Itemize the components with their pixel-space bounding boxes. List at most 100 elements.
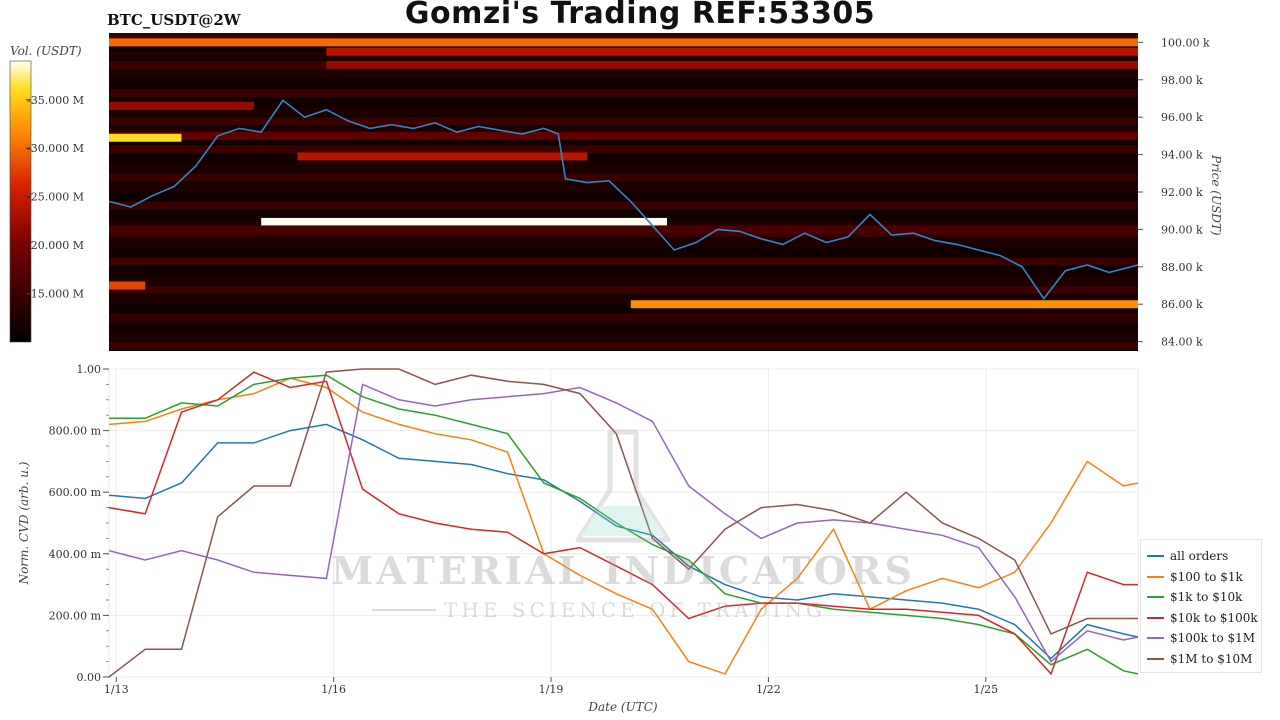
cvd-x-tick-label: 1/25 (973, 683, 998, 696)
heatmap-row (109, 173, 1138, 182)
liquidity-band (109, 133, 182, 142)
cvd-plot-area (108, 368, 1139, 678)
cvd-series-s100_1k (108, 377, 1139, 675)
liquidity-band (261, 217, 667, 226)
legend-item[interactable]: $10k to $100k (1147, 608, 1258, 629)
legend-label: $1k to $10k (1170, 590, 1243, 605)
heatmap-row (109, 238, 1138, 247)
heatmap-row (109, 154, 1138, 163)
watermark-line2: THE SCIENCE OF TRADING (444, 598, 826, 622)
cvd-x-ticks: 1/13 1/16 1/19 1/22 1/25 (104, 677, 998, 696)
heatmap-row (109, 163, 1138, 173)
legend-swatch (1147, 555, 1164, 558)
cvd-y-tick-label: 600.00 m (49, 486, 102, 499)
colorbar-tick-label: -30.000 M (27, 142, 84, 155)
legend-item[interactable]: $1k to $10k (1147, 587, 1257, 608)
heatmap-row (109, 276, 1138, 285)
liquidity-band (297, 152, 588, 161)
heatmap-row (109, 285, 1138, 294)
heatmap-row (109, 51, 1138, 60)
watermark-line1: MATERIAL INDICATORS (331, 548, 915, 593)
colorbar-ticks: -35.000 M -30.000 M -25.000 M -20.000 M -15.… (26, 94, 84, 301)
heatmap-row (109, 322, 1138, 332)
colorbar-gradient (9, 60, 32, 343)
legend-swatch (1147, 616, 1164, 619)
heatmap-row (109, 89, 1138, 98)
legend-item[interactable]: $100 to $1k (1147, 567, 1257, 588)
cvd-x-tick-label: 1/19 (539, 683, 564, 696)
liquidity-band (109, 315, 1138, 324)
cvd-legend: all orders $100 to $1k $1k to $10k $10k to … (1140, 539, 1262, 673)
heatmap-row (109, 42, 1138, 51)
heatmap-row (109, 229, 1138, 238)
cvd-y-tick-label: 800.00 m (49, 425, 102, 438)
heatmap-row (109, 98, 1138, 107)
legend-label: $100k to $1M (1170, 631, 1256, 646)
legend-swatch (1147, 637, 1164, 640)
liquidity-band (109, 38, 1138, 47)
heatmap-row (109, 201, 1138, 210)
cvd-series-s100k_1m (108, 383, 1139, 663)
heatmap-row (109, 33, 1138, 42)
legend-label: $100 to $1k (1170, 569, 1243, 584)
heatmap-row (109, 294, 1138, 304)
legend-label: all orders (1170, 549, 1229, 564)
heatmap-row (109, 341, 1138, 350)
cvd-y-tick-label: 400.00 m (49, 548, 102, 561)
heatmap-row (109, 192, 1138, 201)
cvd-x-tick-label: 1/16 (321, 683, 346, 696)
heatmap-row (109, 70, 1138, 79)
liquidity-band (109, 131, 1138, 140)
colorbar: -35.000 M -30.000 M -25.000 M -20.000 M -15.… (9, 60, 84, 343)
legend-item[interactable]: $1M to $10M (1147, 649, 1257, 670)
heatmap-row (109, 79, 1138, 88)
legend-label: $10k to $100k (1170, 610, 1258, 625)
cvd-x-tick-label: 1/22 (756, 683, 781, 696)
heatmap-row (109, 117, 1138, 126)
legend-item[interactable]: all orders (1147, 546, 1257, 567)
heatmap-y-tick-label: 90.00 k (1161, 223, 1203, 236)
liquidity-band (109, 101, 254, 110)
liquidity-band (326, 47, 1138, 56)
legend-item[interactable]: $100k to $1M (1147, 628, 1257, 649)
cvd-y-axis-label: Norm. CVD (arb. u.) (17, 461, 31, 585)
legend-swatch (1147, 657, 1164, 660)
heatmap-panel: 100.00 k 98.00 k 96.00 k 94.00 k 92.00 k 90.0… (108, 33, 1223, 351)
heatmap-y-tick-label: 96.00 k (1161, 111, 1203, 124)
heatmap-y-tick-label: 84.00 k (1161, 336, 1203, 349)
heatmap-row (109, 126, 1138, 135)
heatmap-y-ticks: 100.00 k 98.00 k 96.00 k 94.00 k 92.00 k 90.0… (1138, 36, 1210, 349)
cvd-series-s1m_10m (108, 368, 1138, 678)
flask-icon (575, 429, 671, 543)
heatmap-y-tick-label: 98.00 k (1161, 74, 1203, 87)
cvd-y-ticks: 1.00 800.00 m 600.00 m 400.00 m 200.00 m 0.00 (49, 363, 109, 684)
heatmap-liquidity-bands (109, 38, 1138, 324)
heatmap-row (109, 257, 1138, 266)
cvd-series-lines (108, 368, 1139, 678)
pair-label: BTC_USDT@2W (107, 11, 241, 29)
legend-label: $1M to $10M (1170, 651, 1253, 666)
heatmap-row (109, 248, 1138, 257)
cvd-y-tick-label: 200.00 m (49, 609, 102, 622)
colorbar-tick-label: -25.000 M (27, 191, 84, 204)
liquidity-band (630, 300, 1138, 309)
heatmap-row (109, 332, 1138, 341)
heatmap-row (109, 135, 1138, 145)
colorbar-tick-label: -20.000 M (27, 239, 84, 252)
cvd-panel: 1.00 800.00 m 600.00 m 400.00 m 200.00 m 0.00… (17, 363, 1139, 714)
heatmap-row (109, 266, 1138, 275)
cvd-x-tick-label: 1/13 (104, 683, 129, 696)
cvd-y-tick-label: 1.00 (77, 363, 102, 376)
liquidity-band (326, 60, 1138, 69)
page-title: Gomzi's Trading REF:53305 (404, 0, 876, 31)
heatmap-y-tick-label: 88.00 k (1161, 261, 1203, 274)
heatmap-y-tick-label: 92.00 k (1161, 186, 1203, 199)
cvd-y-tick-label: 0.00 (77, 671, 102, 684)
heatmap-row (109, 145, 1138, 154)
colorbar-tick-label: -15.000 M (27, 288, 84, 301)
liquidity-band (109, 281, 146, 290)
colorbar-label: Vol. (USDT) (10, 44, 82, 58)
heatmap-y-tick-label: 86.00 k (1161, 298, 1203, 311)
